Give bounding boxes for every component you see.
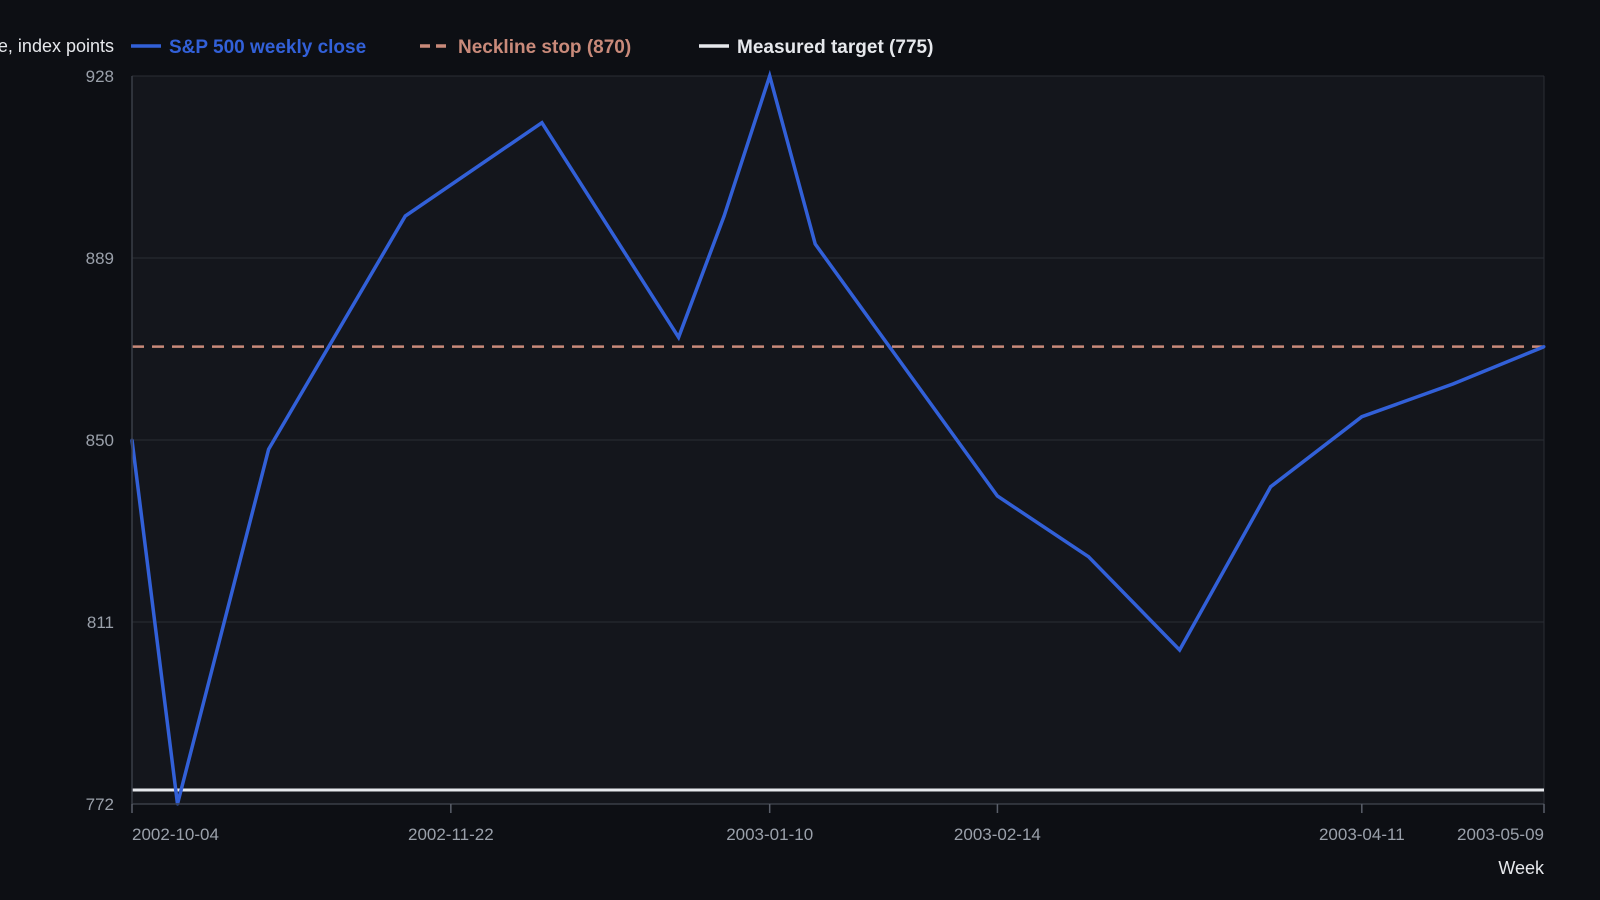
legend-entry-sp500: S&P 500 weekly close xyxy=(131,37,366,58)
legend-entry-neckline: Neckline stop (870) xyxy=(420,37,631,58)
legend-label: Neckline stop (870) xyxy=(458,37,631,58)
data-point xyxy=(540,121,544,125)
legend-label: S&P 500 weekly close xyxy=(169,37,366,58)
data-point xyxy=(1451,382,1455,386)
data-point xyxy=(1178,648,1182,652)
data-point xyxy=(403,214,407,218)
x-axis-label: Week xyxy=(1498,858,1545,878)
data-point xyxy=(1360,415,1364,419)
x-tick-label: 2003-04-11 xyxy=(1319,825,1405,844)
x-tick-label: 2003-05-09 xyxy=(1457,825,1544,844)
data-point xyxy=(1269,485,1273,489)
data-point xyxy=(1087,555,1091,559)
data-point xyxy=(995,494,999,498)
x-tick-label: 2002-10-04 xyxy=(132,825,219,844)
reference-lines xyxy=(132,345,1544,792)
data-point xyxy=(677,335,681,339)
y-tick-label: 850 xyxy=(86,431,114,450)
data-point xyxy=(722,214,726,218)
y-tick-label: 811 xyxy=(87,613,114,632)
legend-entry-target: Measured target (775) xyxy=(699,37,933,58)
legend: Close, index points S&P 500 weekly close N… xyxy=(0,36,933,58)
y-tick-label: 772 xyxy=(86,795,114,814)
data-point xyxy=(768,74,772,78)
x-tick-label: 2002-11-22 xyxy=(408,825,494,844)
axis-layer: 772 811 850 889 928 2002-10-04 2002-11-22 2003-… xyxy=(86,67,1545,878)
y-axis-label: Close, index points xyxy=(0,36,114,56)
y-tick-label: 889 xyxy=(86,249,114,268)
y-tick-label: 928 xyxy=(86,67,114,86)
legend-label: Measured target (775) xyxy=(737,37,933,58)
x-tick-label: 2003-02-14 xyxy=(954,825,1041,844)
x-tick-label: 2003-01-10 xyxy=(726,825,813,844)
series-line-sp500 xyxy=(130,69,1545,805)
grid-layer xyxy=(132,75,1545,805)
data-point xyxy=(813,242,817,246)
data-point xyxy=(267,447,271,451)
data-point xyxy=(1542,345,1546,349)
